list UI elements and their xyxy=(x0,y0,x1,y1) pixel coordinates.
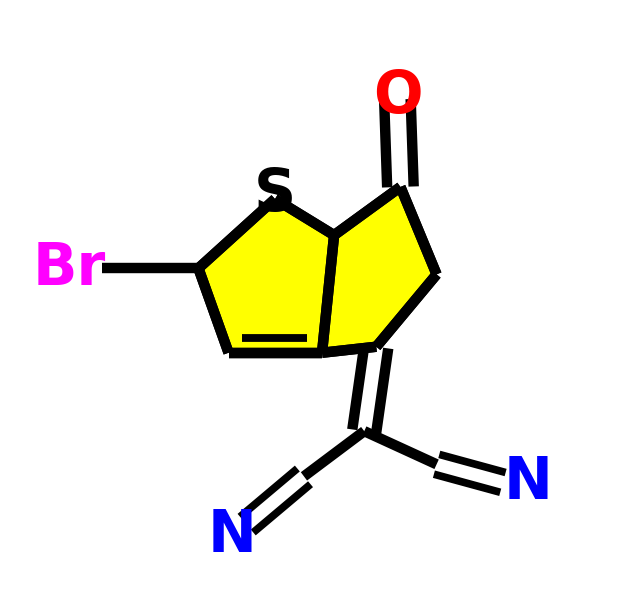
Text: O: O xyxy=(373,68,422,125)
Polygon shape xyxy=(198,187,437,353)
Text: Br: Br xyxy=(32,240,106,297)
Text: S: S xyxy=(254,166,296,223)
Text: N: N xyxy=(207,507,256,564)
Text: N: N xyxy=(504,454,553,511)
